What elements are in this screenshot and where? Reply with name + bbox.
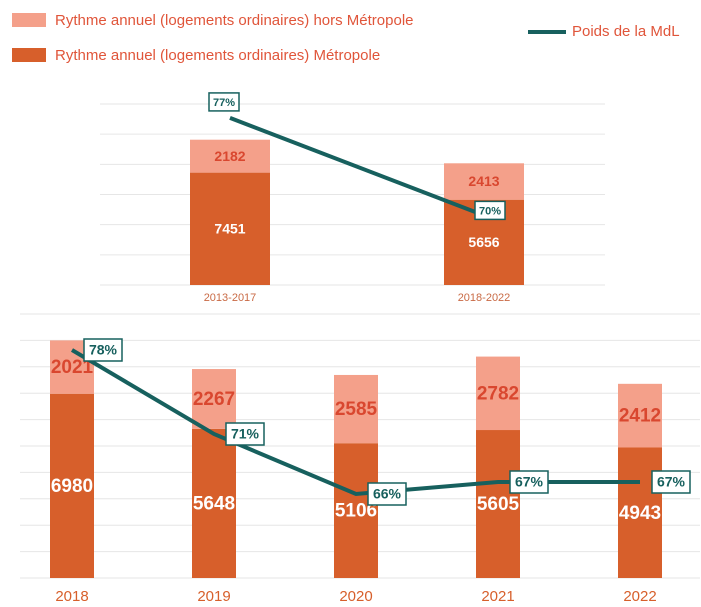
bar-segment (444, 163, 524, 200)
line-value-label: 66% (373, 486, 402, 502)
x-tick-label: 2022 (623, 588, 656, 605)
bar-segment (190, 139, 270, 173)
x-tick-label: 2018 (55, 588, 88, 605)
line-value-label: 71% (231, 426, 260, 442)
bar-value-label: 6980 (51, 476, 93, 497)
x-tick-label: 2019 (197, 588, 230, 605)
bar-value-label: 2267 (193, 389, 235, 410)
bar-value-label: 4943 (619, 503, 661, 524)
bar-value-label: 2413 (468, 173, 499, 189)
x-tick-label: 2021 (481, 588, 514, 605)
bar-value-label: 5605 (477, 494, 520, 515)
x-tick-label: 2018-2022 (458, 292, 511, 304)
bar-value-label: 7451 (214, 221, 245, 237)
legend-label: Rythme annuel (logements ordinaires) Mét… (55, 47, 380, 64)
bar-value-label: 2585 (335, 399, 378, 420)
bar-value-label: 5648 (193, 493, 235, 514)
value-label-box (208, 92, 240, 112)
value-label-box (474, 200, 506, 221)
value-label-box (367, 482, 407, 506)
line-value-label: 70% (479, 205, 501, 217)
value-label-box (509, 470, 549, 494)
line (229, 116, 485, 218)
legend-swatch (12, 13, 46, 27)
bar-segment (192, 369, 236, 429)
line-value-label: 78% (89, 342, 118, 358)
bar-value-label: 5656 (468, 234, 499, 250)
legend-swatch (12, 48, 46, 62)
bar-segment (334, 443, 378, 578)
value-label-box (651, 470, 691, 494)
legend-label: Rythme annuel (logements ordinaires) hor… (55, 12, 414, 29)
bar-segment (192, 428, 236, 578)
line-value-label: 67% (657, 474, 686, 490)
bar-segment (190, 172, 270, 285)
legend-label: Poids de la MdL (572, 23, 680, 40)
bar-value-label: 2412 (619, 406, 661, 427)
bar-value-label: 2782 (477, 383, 519, 404)
x-tick-label: 2020 (339, 588, 372, 605)
value-label-box (83, 338, 123, 362)
bar-value-label: 2021 (51, 357, 94, 378)
value-label-box (225, 422, 265, 446)
bar-segment (476, 356, 520, 431)
bar-segment (50, 393, 94, 578)
line-value-label: 67% (515, 474, 544, 490)
bar-value-label: 2182 (214, 148, 245, 164)
bar-segment (618, 447, 662, 578)
bar-value-label: 5106 (335, 501, 377, 522)
line-value-label: 77% (213, 97, 235, 109)
bar-segment (618, 383, 662, 448)
bar-segment (476, 430, 520, 578)
bar-segment (334, 374, 378, 444)
x-tick-label: 2013-2017 (204, 292, 257, 304)
